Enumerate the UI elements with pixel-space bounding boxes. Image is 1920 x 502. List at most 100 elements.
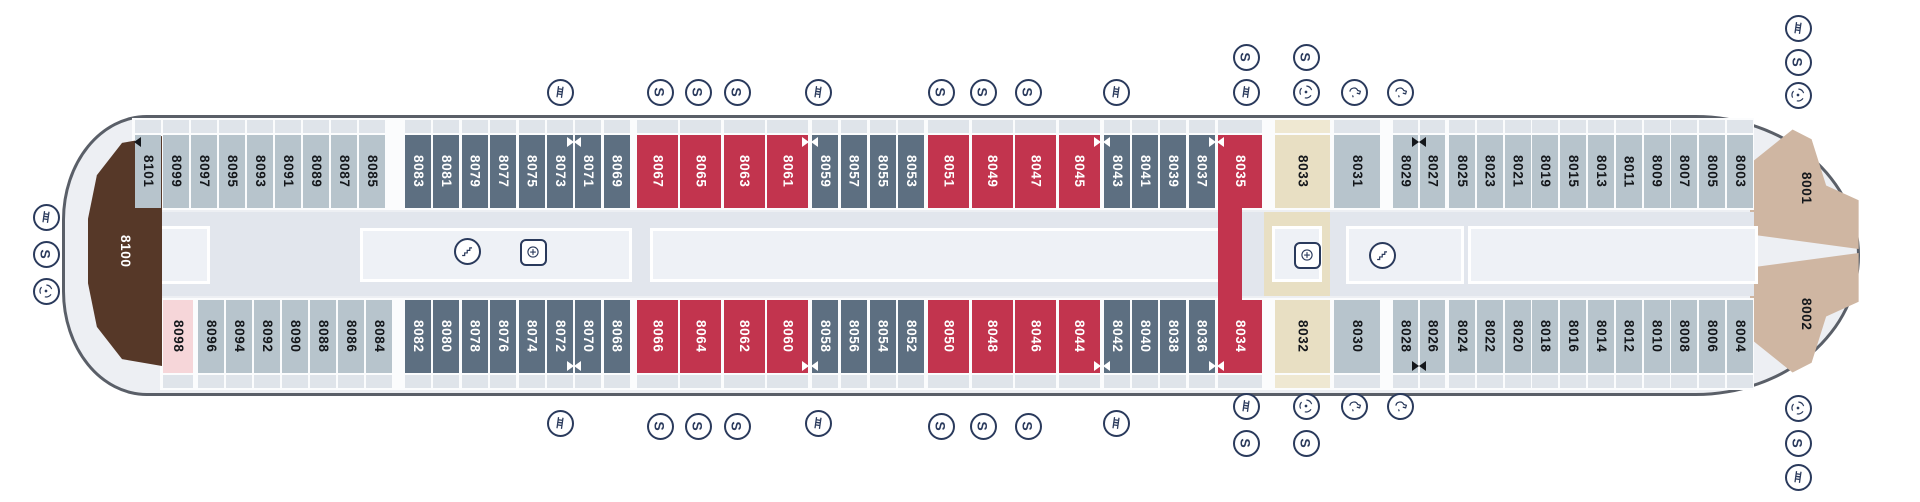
balcony-stub [928, 120, 969, 133]
cabin-8076[interactable]: 8076 [490, 300, 517, 373]
cabin-8047[interactable]: 8047 [1015, 135, 1057, 208]
cabin-8057[interactable]: 8057 [840, 135, 867, 208]
cabin-8043[interactable]: 8043 [1103, 135, 1130, 208]
cabin-8035[interactable]: 8035 [1217, 135, 1262, 208]
cabin-8068[interactable]: 8068 [603, 300, 630, 373]
cabin-8092[interactable]: 8092 [254, 300, 280, 373]
cabin-8093[interactable]: 8093 [247, 135, 273, 208]
cabin-8049[interactable]: 8049 [971, 135, 1013, 208]
cabin-8007[interactable]: 8007 [1671, 135, 1698, 208]
cabin-8072[interactable]: 8072 [547, 300, 574, 373]
cabin-8080[interactable]: 8080 [433, 300, 460, 373]
cabin-8037[interactable]: 8037 [1188, 135, 1216, 208]
cabin-8098[interactable]: 8098 [163, 300, 193, 373]
cabin-8070[interactable]: 8070 [574, 300, 602, 373]
cabin-8078[interactable]: 8078 [461, 300, 488, 373]
cabin-8042[interactable]: 8042 [1103, 300, 1130, 373]
cabin-8054[interactable]: 8054 [869, 300, 896, 373]
cabin-8077[interactable]: 8077 [490, 135, 517, 208]
cabin-8060[interactable]: 8060 [767, 300, 810, 373]
cabin-8036[interactable]: 8036 [1188, 300, 1216, 373]
cabin-8082[interactable]: 8082 [405, 300, 431, 373]
cabin-8052[interactable]: 8052 [898, 300, 925, 373]
cabin-8048[interactable]: 8048 [971, 300, 1013, 373]
cabin-8090[interactable]: 8090 [282, 300, 308, 373]
cabin-8101[interactable]: 8101 [134, 135, 161, 208]
cabin-8014[interactable]: 8014 [1588, 300, 1614, 373]
cabin-8021[interactable]: 8021 [1504, 135, 1531, 208]
cabin-8018[interactable]: 8018 [1532, 300, 1559, 373]
cabin-8025[interactable]: 8025 [1449, 135, 1475, 208]
cabin-8032[interactable]: 8032 [1275, 300, 1330, 373]
cabin-8041[interactable]: 8041 [1132, 135, 1159, 208]
cabin-8013[interactable]: 8013 [1588, 135, 1614, 208]
cabin-8081[interactable]: 8081 [433, 135, 460, 208]
cabin-8095[interactable]: 8095 [219, 135, 245, 208]
cabin-8096[interactable]: 8096 [198, 300, 224, 373]
cabin-8088[interactable]: 8088 [310, 300, 336, 373]
cabin-8030[interactable]: 8030 [1334, 300, 1380, 373]
cabin-8033[interactable]: 8033 [1275, 135, 1330, 208]
cabin-8031[interactable]: 8031 [1334, 135, 1380, 208]
cabin-8027[interactable]: 8027 [1419, 135, 1445, 208]
cabin-8009[interactable]: 8009 [1643, 135, 1670, 208]
cabin-8003[interactable]: 8003 [1727, 135, 1753, 208]
cabin-8085[interactable]: 8085 [359, 135, 385, 208]
cabin-8022[interactable]: 8022 [1476, 300, 1503, 373]
cabin-8067[interactable]: 8067 [637, 135, 678, 208]
cabin-8050[interactable]: 8050 [928, 300, 969, 373]
cabin-8039[interactable]: 8039 [1160, 135, 1187, 208]
cabin-8059[interactable]: 8059 [811, 135, 838, 208]
cabin-8071[interactable]: 8071 [574, 135, 602, 208]
cabin-8044[interactable]: 8044 [1058, 300, 1101, 373]
cabin-8011[interactable]: 8011 [1615, 135, 1642, 208]
cabin-8073[interactable]: 8073 [547, 135, 574, 208]
cabin-8023[interactable]: 8023 [1476, 135, 1503, 208]
cabin-8065[interactable]: 8065 [680, 135, 722, 208]
cabin-8058[interactable]: 8058 [811, 300, 838, 373]
cabin-8087[interactable]: 8087 [331, 135, 357, 208]
cabin-8024[interactable]: 8024 [1449, 300, 1475, 373]
cabin-8079[interactable]: 8079 [461, 135, 488, 208]
cabin-8053[interactable]: 8053 [898, 135, 925, 208]
cabin-8055[interactable]: 8055 [869, 135, 896, 208]
cabin-8020[interactable]: 8020 [1504, 300, 1531, 373]
cabin-8083[interactable]: 8083 [405, 135, 431, 208]
cabin-8094[interactable]: 8094 [226, 300, 252, 373]
cabin-8046[interactable]: 8046 [1015, 300, 1057, 373]
cabin-8038[interactable]: 8038 [1160, 300, 1187, 373]
cabin-8075[interactable]: 8075 [518, 135, 545, 208]
cabin-8066[interactable]: 8066 [637, 300, 678, 373]
cabin-8091[interactable]: 8091 [275, 135, 301, 208]
cabin-8015[interactable]: 8015 [1560, 135, 1587, 208]
cabin-8045[interactable]: 8045 [1058, 135, 1101, 208]
cabin-8063[interactable]: 8063 [723, 135, 765, 208]
cabin-8004[interactable]: 8004 [1727, 300, 1753, 373]
cabin-8084[interactable]: 8084 [366, 300, 392, 373]
cabin-number: 8001 [1798, 171, 1814, 205]
cabin-8062[interactable]: 8062 [723, 300, 765, 373]
cabin-8006[interactable]: 8006 [1699, 300, 1726, 373]
cabin-8029[interactable]: 8029 [1393, 135, 1419, 208]
cabin-8012[interactable]: 8012 [1615, 300, 1642, 373]
cabin-8061[interactable]: 8061 [767, 135, 810, 208]
cabin-8034[interactable]: 8034 [1217, 300, 1262, 373]
cabin-8051[interactable]: 8051 [928, 135, 969, 208]
cabin-8019[interactable]: 8019 [1532, 135, 1559, 208]
cabin-8010[interactable]: 8010 [1643, 300, 1670, 373]
cabin-8040[interactable]: 8040 [1132, 300, 1159, 373]
cabin-8074[interactable]: 8074 [518, 300, 545, 373]
cabin-8008[interactable]: 8008 [1671, 300, 1698, 373]
cabin-8097[interactable]: 8097 [191, 135, 217, 208]
cabin-8069[interactable]: 8069 [603, 135, 630, 208]
cabin-8086[interactable]: 8086 [338, 300, 364, 373]
cabin-8099[interactable]: 8099 [163, 135, 189, 208]
cabin-8089[interactable]: 8089 [303, 135, 329, 208]
cabin-8026[interactable]: 8026 [1419, 300, 1445, 373]
cabin-8016[interactable]: 8016 [1560, 300, 1587, 373]
sofa-bed-icon: S [684, 412, 712, 440]
cabin-8056[interactable]: 8056 [840, 300, 867, 373]
cabin-8005[interactable]: 8005 [1699, 135, 1726, 208]
cabin-8064[interactable]: 8064 [680, 300, 722, 373]
cabin-8028[interactable]: 8028 [1393, 300, 1419, 373]
